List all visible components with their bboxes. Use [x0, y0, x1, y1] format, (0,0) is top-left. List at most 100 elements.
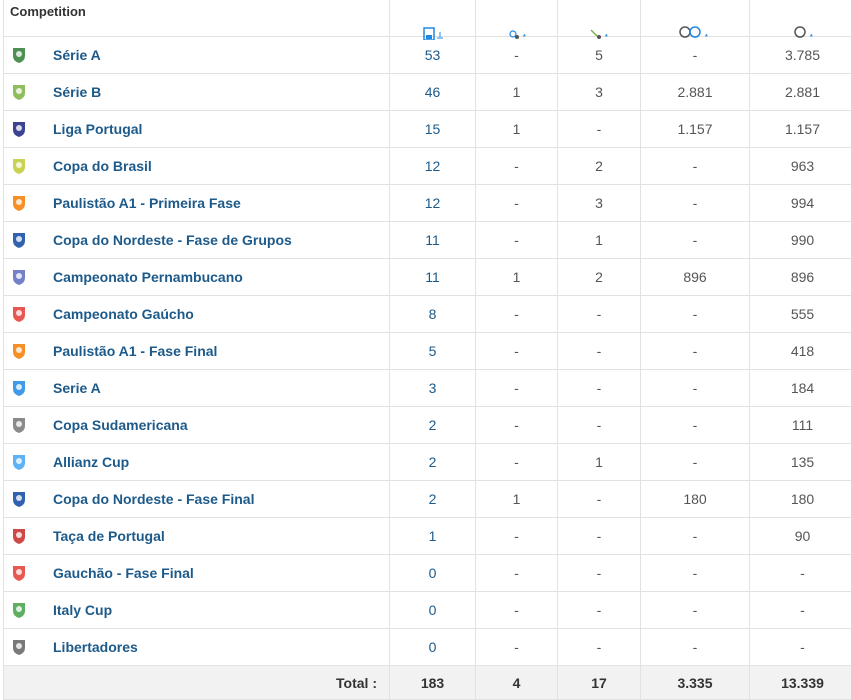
- appearances-value[interactable]: 0: [390, 555, 476, 592]
- goals-value: 1: [476, 111, 558, 148]
- goals-value: -: [476, 37, 558, 74]
- competition-cell: Série B: [4, 74, 390, 111]
- minutes-played-value: -: [750, 555, 851, 592]
- campeonato-gaucho-logo-icon[interactable]: [10, 304, 28, 324]
- appearances-column-header[interactable]: [390, 0, 476, 37]
- competition-cell: Copa do Nordeste - Fase Final: [4, 481, 390, 518]
- competition-link[interactable]: Libertadores: [53, 639, 138, 655]
- svg-text:*: *: [810, 34, 813, 40]
- goals-value: -: [476, 555, 558, 592]
- paulistao-logo-icon[interactable]: [10, 193, 28, 213]
- minutes-played-column-header[interactable]: *: [750, 0, 851, 37]
- competition-link[interactable]: Paulistão A1 - Fase Final: [53, 343, 217, 359]
- competition-link[interactable]: Allianz Cup: [53, 454, 129, 470]
- minutes-played-value: -: [750, 592, 851, 629]
- minutes-per-goal-value: -: [641, 37, 750, 74]
- copa-do-nordeste-logo-icon[interactable]: [10, 230, 28, 250]
- goals-value: -: [476, 444, 558, 481]
- liga-portugal-logo-icon[interactable]: [10, 119, 28, 139]
- serie-a-italy-logo-icon[interactable]: [10, 378, 28, 398]
- appearances-value[interactable]: 46: [390, 74, 476, 111]
- coppa-italia-logo-icon[interactable]: [10, 600, 28, 620]
- competition-link[interactable]: Série B: [53, 84, 101, 100]
- goals-value: -: [476, 629, 558, 666]
- total-minutes-per-goal: 3.335: [641, 666, 750, 700]
- minutes-played-value: 3.785: [750, 37, 851, 74]
- appearances-value[interactable]: 8: [390, 296, 476, 333]
- competition-link[interactable]: Copa Sudamericana: [53, 417, 188, 433]
- brasileirao-serie-a-logo-icon[interactable]: [10, 45, 28, 65]
- assists-column-header[interactable]: *: [558, 0, 641, 37]
- appearances-value[interactable]: 0: [390, 592, 476, 629]
- competition-link[interactable]: Campeonato Pernambucano: [53, 269, 243, 285]
- competition-link[interactable]: Paulistão A1 - Primeira Fase: [53, 195, 241, 211]
- svg-text:*: *: [605, 34, 608, 40]
- appearances-value[interactable]: 12: [390, 185, 476, 222]
- competition-link[interactable]: Copa do Nordeste - Fase de Grupos: [53, 232, 292, 248]
- competition-column-header[interactable]: Competition: [4, 0, 390, 37]
- minutes-per-goal-value: 1.157: [641, 111, 750, 148]
- minutes-played-value: 184: [750, 370, 851, 407]
- allianz-cup-logo-icon[interactable]: [10, 452, 28, 472]
- assists-icon: *: [586, 26, 612, 40]
- minutes-played-value: 418: [750, 333, 851, 370]
- libertadores-logo-icon[interactable]: [10, 637, 28, 657]
- competition-link[interactable]: Taça de Portugal: [53, 528, 165, 544]
- competition-link[interactable]: Liga Portugal: [53, 121, 142, 137]
- appearances-value[interactable]: 53: [390, 37, 476, 74]
- competition-link[interactable]: Copa do Brasil: [53, 158, 152, 174]
- competition-cell: Copa do Nordeste - Fase de Grupos: [4, 222, 390, 259]
- appearances-value[interactable]: 2: [390, 407, 476, 444]
- goals-value: -: [476, 518, 558, 555]
- appearances-value[interactable]: 2: [390, 444, 476, 481]
- assists-value: 2: [558, 259, 641, 296]
- minutes-played-icon: *: [788, 26, 818, 40]
- campeonato-pernambucano-logo-icon[interactable]: [10, 267, 28, 287]
- appearances-value[interactable]: 1: [390, 518, 476, 555]
- copa-sudamericana-logo-icon[interactable]: [10, 415, 28, 435]
- assists-value: -: [558, 333, 641, 370]
- competition-link[interactable]: Campeonato Gaúcho: [53, 306, 194, 322]
- appearances-value[interactable]: 11: [390, 222, 476, 259]
- competition-link[interactable]: Serie A: [53, 380, 101, 396]
- goals-value: -: [476, 148, 558, 185]
- minutes-per-goal-value: -: [641, 185, 750, 222]
- minutes-played-value: 2.881: [750, 74, 851, 111]
- appearances-value[interactable]: 15: [390, 111, 476, 148]
- appearances-value[interactable]: 5: [390, 333, 476, 370]
- competition-link[interactable]: Copa do Nordeste - Fase Final: [53, 491, 254, 507]
- copa-do-nordeste-logo-icon[interactable]: [10, 489, 28, 509]
- campeonato-gaucho-logo-icon[interactable]: [10, 563, 28, 583]
- competition-link[interactable]: Italy Cup: [53, 602, 112, 618]
- competition-link[interactable]: Série A: [53, 47, 101, 63]
- appearances-icon: [420, 26, 446, 40]
- competition-link[interactable]: Gauchão - Fase Final: [53, 565, 194, 581]
- appearances-value[interactable]: 3: [390, 370, 476, 407]
- total-assists: 17: [558, 666, 641, 700]
- goals-value: -: [476, 370, 558, 407]
- appearances-value[interactable]: 2: [390, 481, 476, 518]
- competition-cell: Série A: [4, 37, 390, 74]
- goals-column-header[interactable]: *: [476, 0, 558, 37]
- assists-value: 3: [558, 74, 641, 111]
- taca-de-portugal-logo-icon[interactable]: [10, 526, 28, 546]
- appearances-value[interactable]: 11: [390, 259, 476, 296]
- appearances-value[interactable]: 0: [390, 629, 476, 666]
- appearances-value[interactable]: 12: [390, 148, 476, 185]
- assists-value: 3: [558, 185, 641, 222]
- competition-cell: Campeonato Gaúcho: [4, 296, 390, 333]
- assists-value: 1: [558, 444, 641, 481]
- minutes-per-goal-column-header[interactable]: *: [641, 0, 750, 37]
- competition-cell: Paulistão A1 - Fase Final: [4, 333, 390, 370]
- minutes-per-goal-value: -: [641, 333, 750, 370]
- paulistao-logo-icon[interactable]: [10, 341, 28, 361]
- copa-do-brasil-logo-icon[interactable]: [10, 156, 28, 176]
- brasileirao-serie-b-logo-icon[interactable]: [10, 82, 28, 102]
